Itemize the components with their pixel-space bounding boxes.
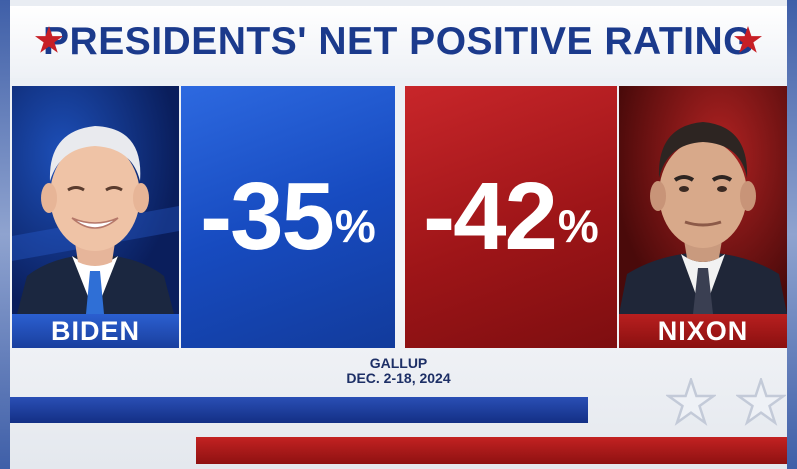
star-icon	[734, 26, 762, 53]
star-outline-icon	[666, 378, 716, 426]
biden-rating-value: -35	[200, 163, 335, 270]
source-name: GALLUP	[369, 355, 428, 371]
source-credit: GALLUP DEC. 2-18, 2024	[0, 356, 797, 386]
biden-rating-unit: %	[334, 200, 376, 252]
nixon-rating-unit: %	[557, 200, 599, 252]
nixon-name-label: NIXON	[619, 314, 787, 348]
biden-portrait	[12, 86, 179, 314]
frame-edge-left	[0, 0, 10, 469]
blue-stripe	[10, 397, 588, 423]
nixon-portrait	[619, 86, 787, 314]
header-banner: PRESIDENTS' NET POSITIVE RATING	[10, 6, 787, 78]
red-stripe	[196, 437, 787, 464]
source-dates: DEC. 2-18, 2024	[346, 370, 451, 386]
star-outline-icon	[736, 378, 786, 426]
biden-name-label: BIDEN	[12, 314, 179, 348]
page-title: PRESIDENTS' NET POSITIVE RATING	[43, 20, 754, 63]
nixon-rating-value: -42	[423, 163, 558, 270]
nixon-rating-panel: -42 %	[405, 86, 617, 348]
star-icon	[35, 26, 63, 53]
frame-edge-right	[787, 0, 797, 469]
biden-rating-panel: -35 %	[181, 86, 395, 348]
